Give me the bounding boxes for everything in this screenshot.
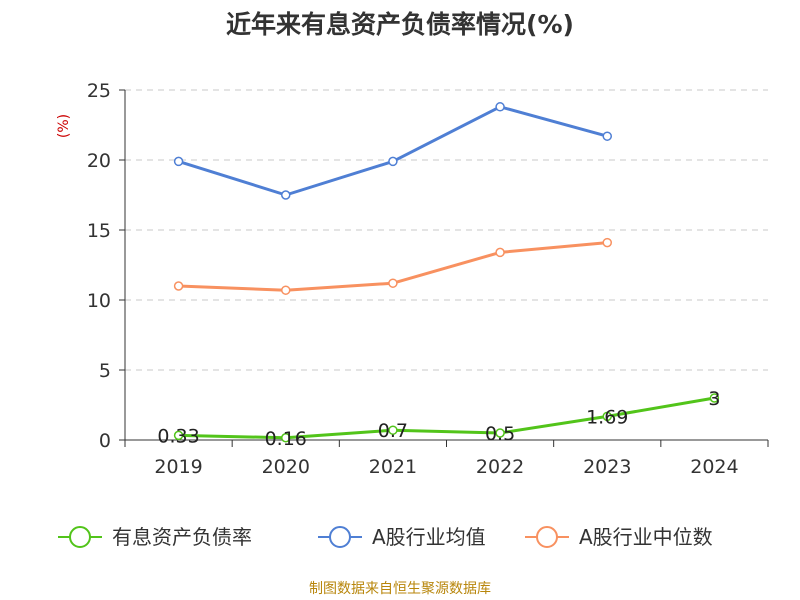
legend-item-0: 有息资产负债率: [58, 525, 252, 549]
y-tick-label: 5: [99, 360, 111, 382]
data-point: [281, 190, 291, 200]
series-line: [178, 105, 608, 197]
series-2: [173, 237, 612, 295]
data-point: [495, 102, 505, 112]
legend-item-2: A股行业中位数: [525, 525, 713, 549]
data-label: 1.69: [586, 406, 628, 428]
axes: 0 5 10 15 20 25 2019 2020 2021 2022 2023 2024: [87, 80, 769, 478]
data-point: [281, 285, 291, 295]
source-note: 制图数据来自恒生聚源数据库: [309, 581, 491, 597]
data-point: [388, 156, 398, 167]
x-tick-label: 2023: [583, 456, 631, 478]
legend-label: 有息资产负债率: [112, 525, 252, 549]
x-tick-label: 2024: [690, 456, 738, 478]
data-point: [281, 433, 291, 443]
series-1: [173, 102, 612, 200]
data-point: [602, 131, 612, 141]
legend-swatch-marker: [329, 526, 351, 548]
y-tick-label: 20: [87, 150, 111, 172]
series-line: [178, 396, 715, 440]
data-point: [495, 247, 505, 258]
legend: 有息资产负债率 A股行业均值 A股行业中位数: [58, 525, 713, 549]
data-point: [173, 156, 184, 167]
x-tick-label: 2020: [262, 456, 310, 478]
y-tick-label: 25: [87, 80, 111, 102]
legend-item-1: A股行业均值: [318, 525, 486, 549]
data-point: [709, 393, 720, 403]
legend-label: A股行业中位数: [579, 525, 713, 549]
data-point: [173, 430, 184, 441]
data-label: 0.7: [378, 420, 408, 442]
x-tick-label: 2019: [154, 456, 202, 478]
data-label: 0.16: [265, 428, 307, 450]
legend-swatch-marker: [536, 526, 558, 548]
data-point: [388, 278, 398, 288]
y-tick-label: 15: [87, 220, 111, 242]
data-point: [602, 411, 612, 422]
x-tick-label: 2021: [369, 456, 417, 478]
legend-swatch-marker: [69, 526, 91, 548]
y-tick-label: 10: [87, 290, 111, 312]
series-0: [173, 393, 720, 443]
data-label: 3: [708, 388, 720, 410]
data-labels: 0.33 0.16 0.7 0.5 1.69 3: [157, 388, 720, 450]
data-label: 0.33: [157, 425, 199, 447]
chart-title: 近年来有息资产负债率情况(%): [226, 10, 574, 39]
y-axis-unit: (%): [56, 114, 72, 138]
grid-lines: [125, 89, 768, 371]
x-tick-label: 2022: [476, 456, 524, 478]
series-group: [173, 102, 720, 443]
data-point: [602, 237, 612, 248]
y-tick-label: 0: [99, 430, 111, 452]
data-point: [173, 281, 184, 291]
legend-label: A股行业均值: [372, 525, 486, 549]
data-point: [388, 425, 398, 435]
data-label: 0.5: [485, 423, 515, 445]
data-point: [495, 428, 505, 438]
